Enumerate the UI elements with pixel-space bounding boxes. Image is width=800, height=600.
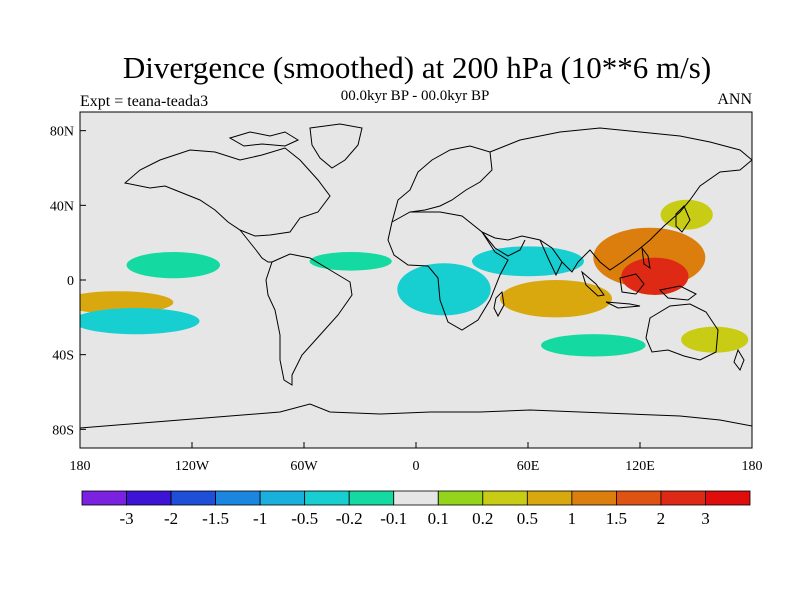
colorbar-label-1: -2 bbox=[164, 509, 178, 528]
x-tick-label-4: 60E bbox=[517, 459, 540, 474]
coastline-australia bbox=[645, 303, 719, 361]
colorbar-box-2 bbox=[170, 490, 217, 506]
colorbar-box-10 bbox=[526, 490, 573, 506]
colorbar-label-13: 3 bbox=[701, 509, 710, 528]
colorbar-box-1 bbox=[126, 490, 172, 506]
colorbar-box-12 bbox=[616, 490, 662, 506]
x-tick-label-2: 60W bbox=[290, 459, 318, 474]
coastline-central-america bbox=[239, 229, 272, 263]
coastline-philippines bbox=[641, 246, 651, 270]
colorbar-box-0 bbox=[81, 490, 127, 506]
colorbar-box-13 bbox=[660, 490, 706, 506]
y-tick-label-3: 40S bbox=[52, 349, 74, 364]
x-tick-label-1: 120W bbox=[175, 459, 210, 474]
x-tick-label-0: 180 bbox=[70, 459, 91, 474]
field-region-2 bbox=[500, 280, 612, 318]
colorbar: -3 -2 -1.5 -1 -0.5 -0.2 -0.1 0.1 0.2 0.5 1 1.5 2 3 bbox=[81, 490, 751, 528]
y-tick-label-2: 0 bbox=[67, 274, 74, 289]
field-region-11 bbox=[681, 326, 749, 353]
colorbar-box-14 bbox=[705, 490, 751, 506]
y-tick-label-1: 40N bbox=[50, 199, 74, 214]
field-region-1 bbox=[621, 257, 689, 295]
coastline-new-zealand bbox=[733, 348, 745, 372]
coastline-java bbox=[605, 301, 641, 309]
coastline-asia bbox=[481, 127, 752, 273]
y-tick-label-4: 80S bbox=[52, 423, 74, 438]
colorbar-label-0: -3 bbox=[119, 509, 133, 528]
y-tick-label-0: 80N bbox=[50, 125, 74, 140]
colorbar-box-11 bbox=[571, 490, 617, 506]
colorbar-label-12: 2 bbox=[657, 509, 666, 528]
period-label: 00.0kyr BP - 00.0kyr BP bbox=[340, 88, 490, 104]
coastline-arctic-islands bbox=[228, 131, 300, 147]
colorbar-label-2: -1.5 bbox=[202, 509, 229, 528]
colorbar-box-7 bbox=[393, 490, 439, 506]
colorbar-label-7: 0.1 bbox=[428, 509, 449, 528]
colorbar-label-4: -0.5 bbox=[291, 509, 318, 528]
field-region-10 bbox=[660, 199, 713, 230]
colorbar-label-9: 0.5 bbox=[517, 509, 538, 528]
coastline-india bbox=[539, 239, 563, 277]
coastlines bbox=[80, 123, 752, 429]
coastline-south-america bbox=[265, 253, 353, 386]
field-region-7 bbox=[309, 251, 392, 271]
colorbar-label-8: 0.2 bbox=[472, 509, 493, 528]
experiment-label: Expt = teana-teada3 bbox=[80, 93, 209, 110]
x-tick-label-5: 120E bbox=[625, 459, 655, 474]
field-region-9 bbox=[541, 334, 646, 357]
field-region-4 bbox=[80, 308, 200, 335]
colorbar-box-3 bbox=[215, 490, 261, 506]
field-region-6 bbox=[472, 246, 584, 277]
axis-ticks: 180 120W 60W 0 60E 120E 180 80N 40N 0 40S 80S bbox=[50, 125, 763, 474]
coastline-new-guinea bbox=[658, 285, 697, 301]
coastline-sumatra bbox=[581, 270, 605, 297]
colorbar-box-9 bbox=[482, 490, 528, 506]
coastline-arabia bbox=[481, 231, 526, 257]
colorbar-box-6 bbox=[348, 490, 395, 506]
colorbar-box-8 bbox=[437, 490, 484, 506]
x-tick-label-6: 180 bbox=[742, 459, 763, 474]
field-region-3 bbox=[80, 291, 174, 314]
coastline-japan bbox=[675, 205, 691, 233]
coastline-madagascar bbox=[493, 290, 505, 318]
colorbar-box-5 bbox=[304, 490, 350, 506]
colorbar-label-6: -0.1 bbox=[380, 509, 407, 528]
coastline-north-america bbox=[123, 147, 331, 237]
colorbar-label-10: 1 bbox=[568, 509, 577, 528]
colorbar-box-4 bbox=[259, 490, 306, 506]
season-label: ANN bbox=[717, 91, 752, 108]
coastline-greenland bbox=[309, 123, 363, 169]
coastline-africa bbox=[387, 211, 509, 331]
coastline-borneo bbox=[619, 273, 645, 295]
field-region-8 bbox=[126, 252, 220, 279]
field-region-5 bbox=[397, 263, 491, 316]
colorbar-label-3: -1 bbox=[253, 509, 267, 528]
chart-title: Divergence (smoothed) at 200 hPa (10**6 … bbox=[122, 50, 712, 85]
coastline-antarctica bbox=[80, 403, 752, 429]
colorbar-label-5: -0.2 bbox=[336, 509, 363, 528]
x-tick-label-3: 0 bbox=[413, 459, 420, 474]
colorbar-label-11: 1.5 bbox=[606, 509, 627, 528]
